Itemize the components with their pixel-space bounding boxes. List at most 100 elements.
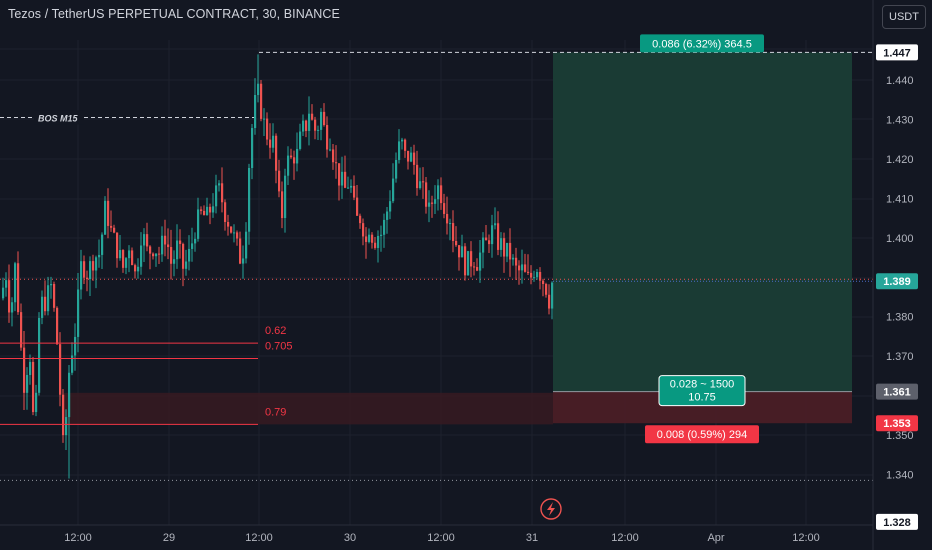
candle-body <box>122 250 125 268</box>
candle-body <box>395 159 398 179</box>
candle-body <box>422 181 425 183</box>
candle-body <box>446 213 449 224</box>
target-label: 0.086 (6.32%) 364.5 <box>652 38 752 50</box>
candle-body <box>539 272 542 281</box>
candle-body <box>140 245 143 267</box>
candle-body <box>320 111 323 130</box>
candle-body <box>425 182 428 207</box>
candle-body <box>56 307 59 345</box>
candle-body <box>545 283 548 295</box>
candle-body <box>374 242 377 248</box>
entry-label-bg <box>658 375 746 407</box>
candle-body <box>308 113 311 131</box>
candle-body <box>149 246 152 254</box>
candle-body <box>311 113 314 120</box>
candle-body <box>353 185 356 198</box>
candle-body <box>20 312 23 348</box>
candle-body <box>179 240 182 244</box>
candle-body <box>32 361 35 413</box>
candle-body <box>542 280 545 284</box>
price-tick-label: 1.340 <box>886 470 914 482</box>
currency-unit-button[interactable]: USDT <box>882 5 926 29</box>
target-label-bg <box>640 34 764 53</box>
candle-body <box>272 135 275 148</box>
candle-body <box>386 211 389 220</box>
candle-body <box>296 148 299 164</box>
price-label-bg <box>876 273 918 290</box>
candle-body <box>392 178 395 202</box>
candle-body <box>509 242 512 260</box>
candle-body <box>488 240 491 245</box>
candle-body <box>401 139 404 142</box>
candle-body <box>83 261 86 278</box>
candle-body <box>512 257 515 260</box>
candle-body <box>197 209 200 239</box>
price-label: 1.353 <box>883 418 911 430</box>
candle-body <box>323 111 326 126</box>
price-label-bg <box>876 415 918 432</box>
candle-body <box>164 235 167 245</box>
replay-icon[interactable] <box>540 498 562 520</box>
candle-body <box>362 223 365 237</box>
candle-body <box>347 187 350 189</box>
candle-body <box>341 171 344 186</box>
candle-body <box>209 206 212 213</box>
candle-body <box>281 191 284 219</box>
candle-body <box>224 202 227 222</box>
entry-label-line2: 10.75 <box>688 392 716 404</box>
stop-label-bg <box>645 425 759 444</box>
candle-body <box>113 227 116 233</box>
candle-body <box>29 361 32 375</box>
candle-body <box>527 271 530 273</box>
candle-body <box>536 272 539 278</box>
candle-body <box>80 261 83 290</box>
price-label: 1.389 <box>883 276 911 288</box>
candle-body <box>551 282 554 309</box>
candle-body <box>359 215 362 224</box>
price-label-bg <box>876 44 918 61</box>
candle-body <box>410 152 413 162</box>
candle-body <box>107 200 110 226</box>
candle-body <box>287 155 290 176</box>
price-axis[interactable]: 1.340 1.350 1.370 1.380 1.400 1.410 1.420 1.430… <box>872 0 918 550</box>
price-tick-label: 1.400 <box>886 233 914 245</box>
candle-body <box>494 223 497 226</box>
candle-body <box>119 250 122 259</box>
candle-body <box>299 131 302 149</box>
candle-body <box>215 185 218 207</box>
candle-body <box>326 125 329 150</box>
candle-body <box>479 252 482 271</box>
candle-body <box>503 238 506 257</box>
candle-body <box>368 234 371 242</box>
candle-body <box>470 251 473 267</box>
zones-layer <box>64 52 852 425</box>
candle-body <box>242 258 245 264</box>
time-axis[interactable]: 12:00 29 12:00 30 12:00 31 12:00 Apr 12:00 <box>0 524 873 544</box>
candle-body <box>260 83 263 119</box>
candle-body <box>128 250 131 259</box>
candle-body <box>257 83 260 96</box>
time-tick-label: 12:00 <box>64 532 92 544</box>
time-tick-label: 31 <box>526 532 538 544</box>
candle-body <box>53 284 56 308</box>
candle-body <box>389 201 392 212</box>
time-tick-label: Apr <box>707 532 724 544</box>
candle-body <box>47 285 50 312</box>
candle-body <box>431 202 434 204</box>
candle-body <box>521 264 524 271</box>
candle-body <box>443 203 446 214</box>
fib-label: 0.79 <box>265 406 286 418</box>
time-tick-label: 12:00 <box>427 532 455 544</box>
candle-body <box>266 118 269 140</box>
candle-body <box>437 185 440 200</box>
candle-body <box>125 258 128 268</box>
candle-body <box>170 247 173 264</box>
candle-body <box>434 199 437 204</box>
candle-body <box>332 149 335 163</box>
candle-body <box>14 263 17 303</box>
candle-body <box>254 95 257 129</box>
candle-body <box>548 294 551 309</box>
price-label: 1.447 <box>883 47 911 59</box>
